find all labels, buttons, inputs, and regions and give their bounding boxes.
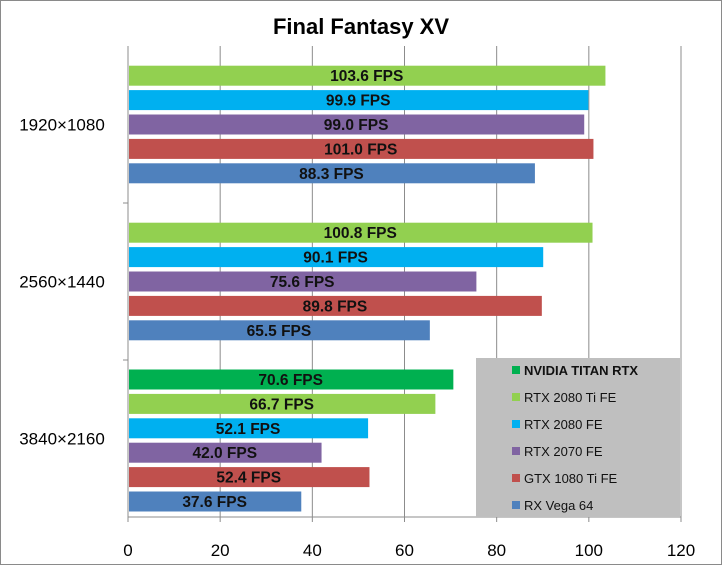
bar-data-label: 99.9 FPS (326, 93, 391, 110)
bar-data-label: 99.0 FPS (324, 117, 389, 134)
category-label: 3840×2160 (19, 430, 105, 449)
bar (129, 247, 544, 268)
bar (129, 442, 322, 463)
bar (129, 393, 436, 414)
axis-layer: 0 20 40 60 80 100 120 1920×1080 2560×1440 3840×21… (19, 46, 695, 560)
bar (129, 271, 477, 292)
legend-label: RTX 2080 Ti FE (524, 390, 617, 405)
bar (129, 65, 606, 86)
legend-swatch (512, 447, 520, 455)
bar-data-label: 101.0 FPS (324, 141, 397, 158)
x-tick-label: 80 (487, 541, 506, 560)
bar-data-label: 37.6 FPS (182, 494, 247, 511)
legend-box (476, 358, 680, 517)
bar (129, 90, 589, 111)
bar (129, 369, 454, 390)
legend-label: GTX 1080 Ti FE (524, 471, 618, 486)
bar-data-label: 66.7 FPS (249, 396, 314, 413)
legend-label: RX Vega 64 (524, 498, 593, 513)
x-tick-label: 20 (211, 541, 230, 560)
bar (129, 114, 585, 135)
legend-swatch (512, 474, 520, 482)
bar-data-label: 90.1 FPS (303, 250, 368, 267)
bar (129, 163, 535, 184)
x-tick-label: 60 (395, 541, 414, 560)
bar-data-label: 89.8 FPS (303, 298, 368, 315)
bar-data-label: 52.1 FPS (216, 421, 281, 438)
bar-layer: 103.6 FPS 99.9 FPS 99.0 FPS 101.0 FPS 88.3 F… (129, 65, 606, 512)
category-label: 1920×1080 (19, 116, 105, 135)
legend-label: RTX 2070 FE (524, 444, 603, 459)
legend-swatch (512, 366, 520, 374)
chart-title: Final Fantasy XV (273, 14, 449, 39)
x-tick-label: 0 (123, 541, 132, 560)
bar-data-label: 70.6 FPS (258, 372, 323, 389)
legend-swatch (512, 501, 520, 509)
bar (129, 222, 593, 243)
legend-label: RTX 2080 FE (524, 417, 603, 432)
x-tick-label: 100 (575, 541, 603, 560)
bar-data-label: 100.8 FPS (324, 225, 397, 242)
bar (129, 467, 370, 488)
bar-data-label: 103.6 FPS (330, 68, 403, 85)
x-tick-label: 40 (303, 541, 322, 560)
bar-data-label: 65.5 FPS (247, 323, 312, 340)
bar-data-label: 75.6 FPS (270, 274, 335, 291)
bar (129, 138, 594, 159)
bar (129, 491, 302, 512)
bar-data-label: 42.0 FPS (192, 445, 257, 462)
bar-data-label: 88.3 FPS (299, 166, 364, 183)
legend-swatch (512, 420, 520, 428)
bar (129, 418, 369, 439)
bar (129, 295, 542, 316)
category-label: 2560×1440 (19, 273, 105, 292)
bar-data-label: 52.4 FPS (216, 470, 281, 487)
legend-swatch (512, 393, 520, 401)
bar (129, 320, 430, 341)
x-tick-label: 120 (667, 541, 695, 560)
legend: NVIDIA TITAN RTX RTX 2080 Ti FE RTX 2080 F… (476, 358, 680, 517)
legend-label: NVIDIA TITAN RTX (524, 363, 638, 378)
